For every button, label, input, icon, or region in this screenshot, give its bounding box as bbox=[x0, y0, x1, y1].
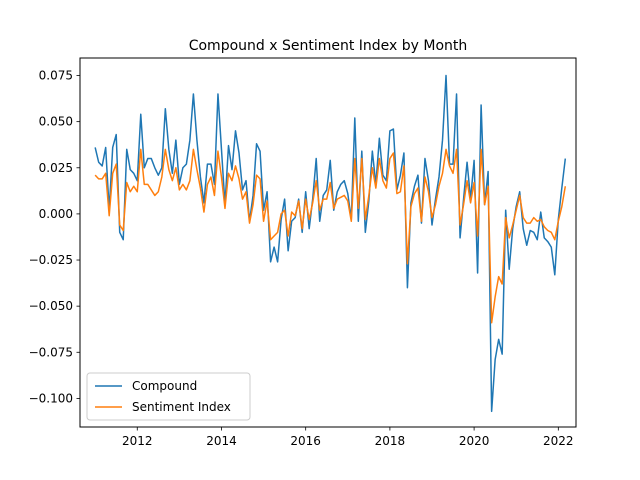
y-tick-label: 0.000 bbox=[39, 207, 73, 221]
legend: Compound Sentiment Index bbox=[86, 372, 251, 421]
x-tick-label: 2018 bbox=[375, 434, 406, 448]
x-tick-label: 2020 bbox=[459, 434, 490, 448]
y-tick-label: 0.075 bbox=[39, 69, 73, 83]
legend-label-sentiment-index: Sentiment Index bbox=[132, 400, 231, 414]
y-tick-label: −0.100 bbox=[29, 391, 73, 405]
y-axis: −0.100 −0.075 −0.050 −0.025 0.000 0.025 0.050 0… bbox=[29, 69, 80, 405]
y-tick-label: 0.025 bbox=[39, 161, 73, 175]
y-tick-label: −0.025 bbox=[29, 253, 73, 267]
y-tick-label: −0.075 bbox=[29, 345, 73, 359]
y-tick-label: 0.050 bbox=[39, 115, 73, 129]
x-tick-label: 2014 bbox=[206, 434, 237, 448]
plot-frame bbox=[79, 57, 577, 428]
series-layer bbox=[94, 74, 567, 413]
series-line-sentiment-index bbox=[94, 148, 567, 324]
legend-box bbox=[86, 372, 251, 421]
y-tick-label: −0.050 bbox=[29, 299, 73, 313]
x-tick-label: 2022 bbox=[543, 434, 574, 448]
x-axis: 2012 2014 2016 2018 2020 2022 bbox=[122, 427, 574, 448]
x-tick-label: 2012 bbox=[122, 434, 153, 448]
legend-label-compound: Compound bbox=[132, 379, 197, 393]
x-tick-label: 2016 bbox=[290, 434, 321, 448]
series-line-compound bbox=[94, 74, 567, 413]
chart-title: Compound x Sentiment Index by Month bbox=[189, 38, 468, 54]
